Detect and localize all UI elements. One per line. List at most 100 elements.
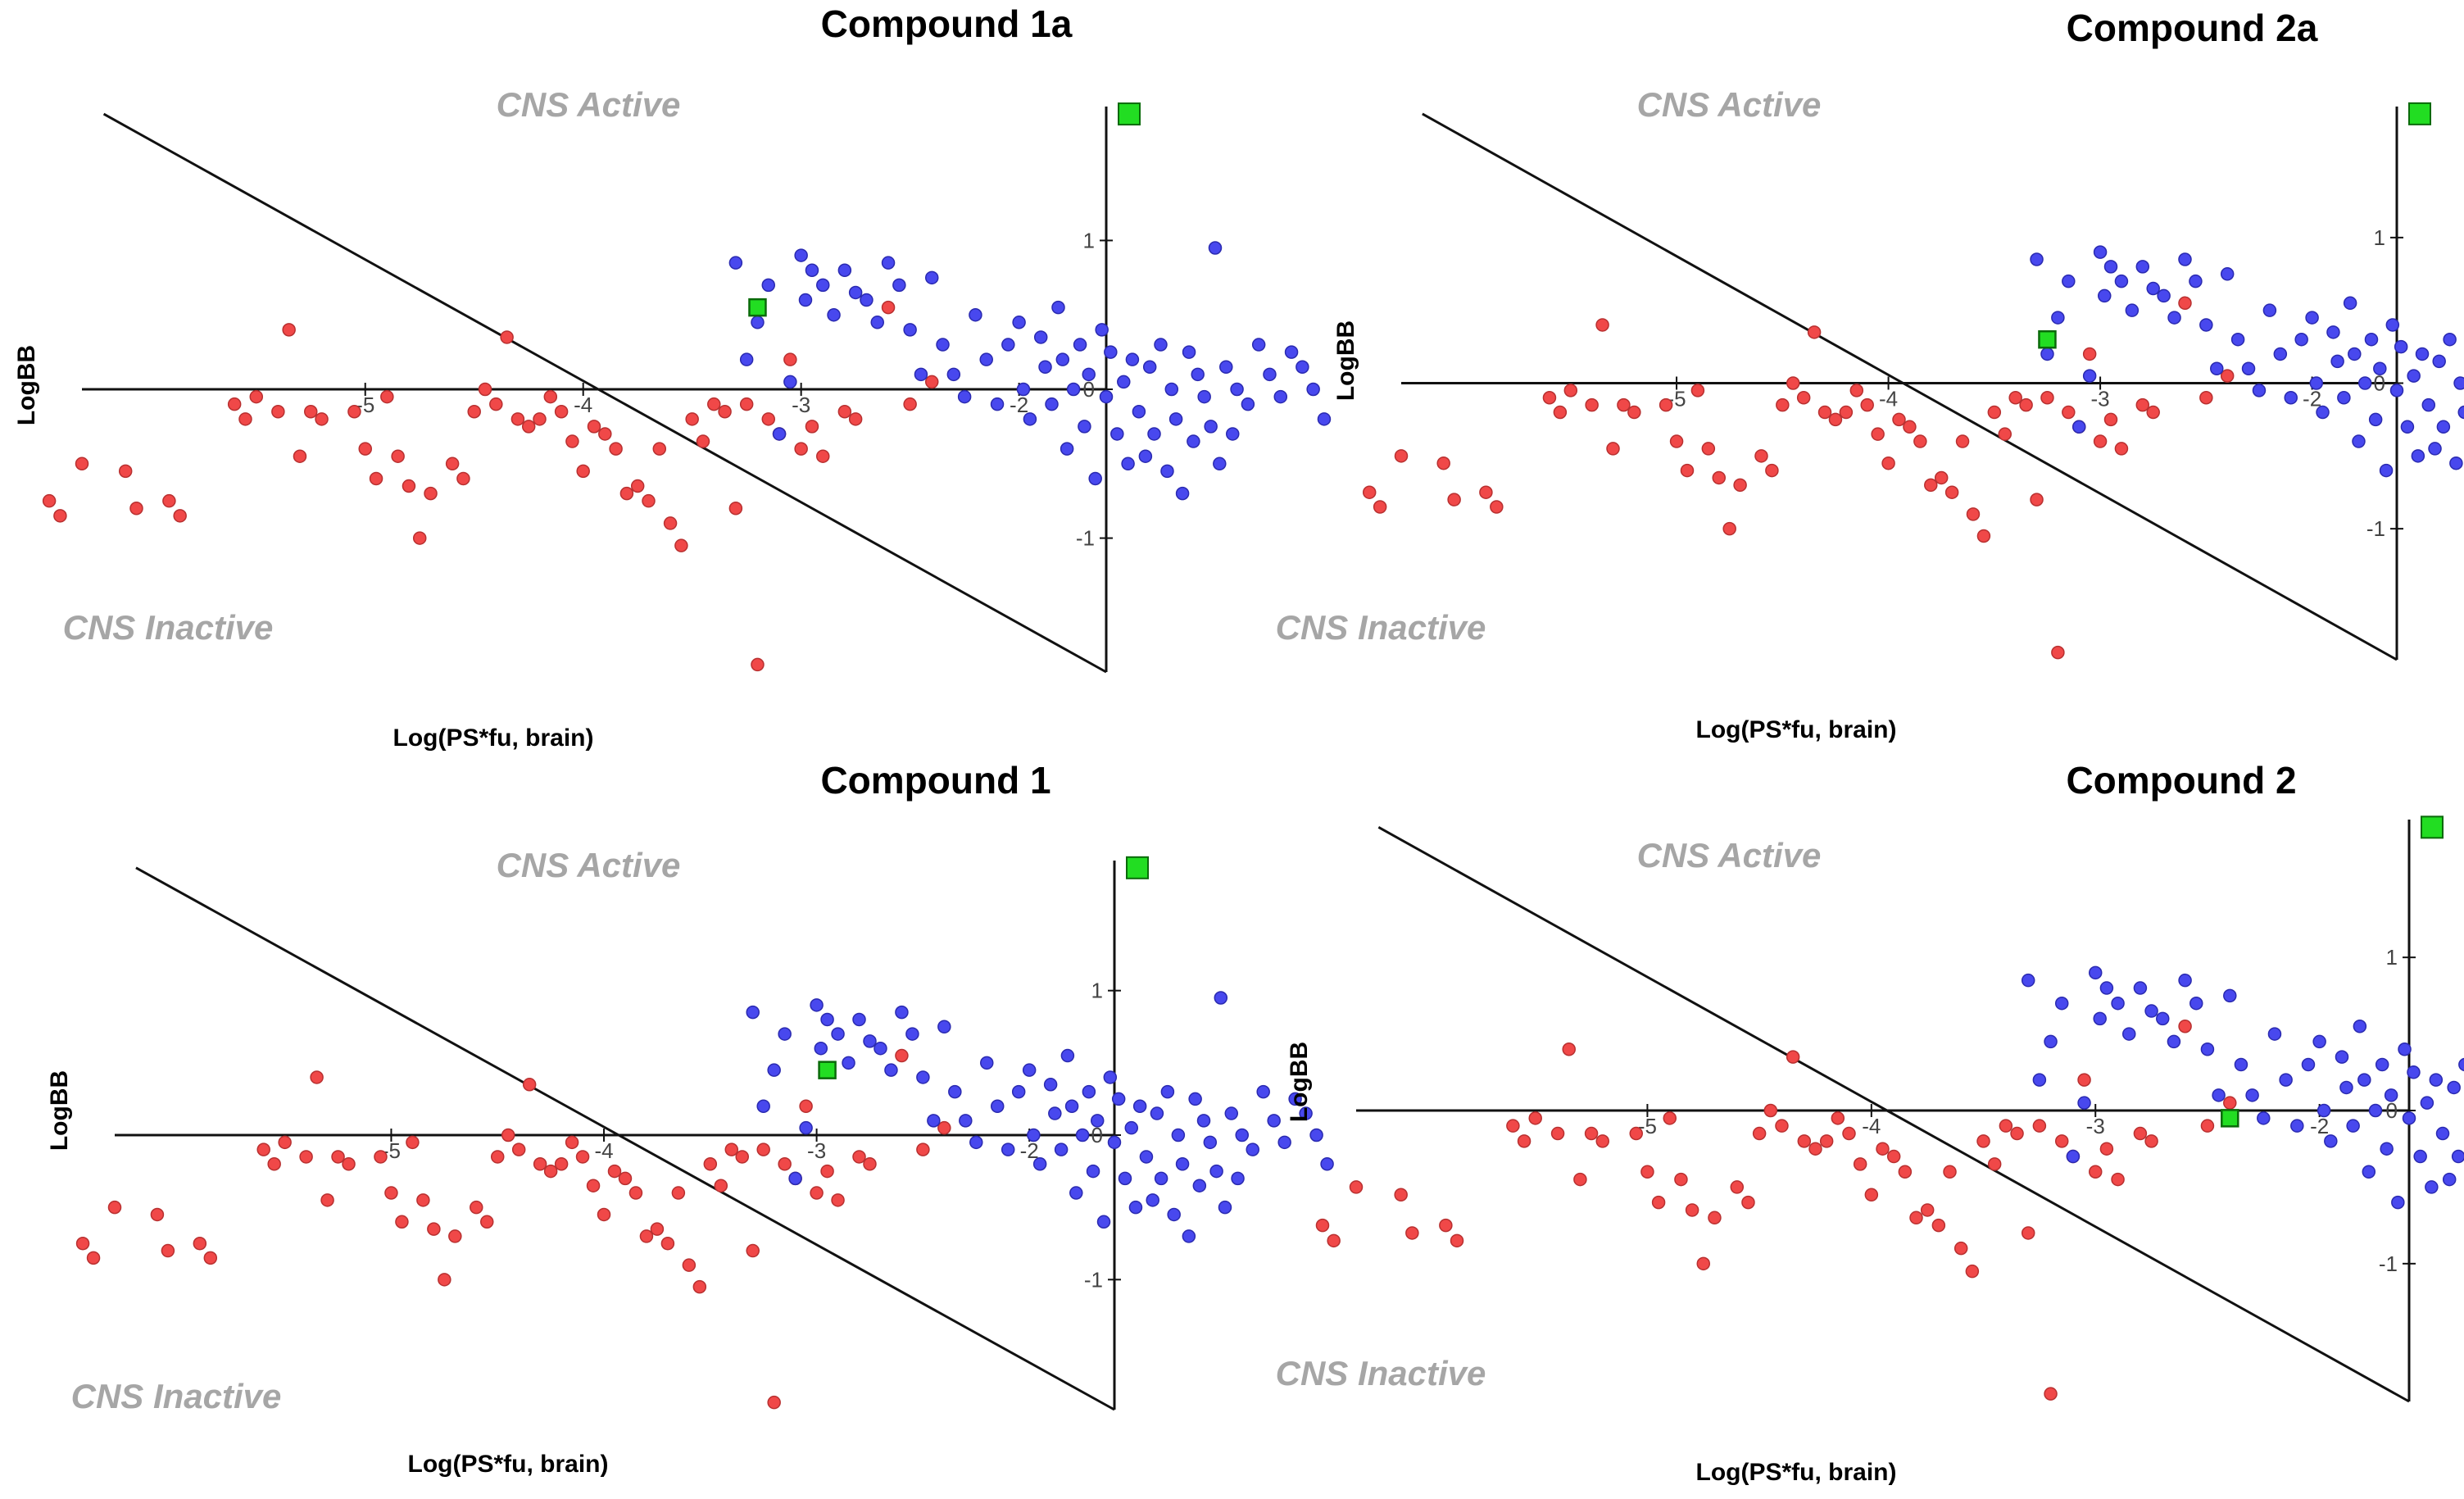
active-point [1175, 486, 1190, 501]
active-point [1110, 427, 1124, 441]
active-point [895, 1005, 909, 1020]
active-point [1196, 1114, 1211, 1128]
inactive-point [1627, 405, 1641, 420]
active-point [2088, 965, 2103, 980]
inactive-point [53, 509, 67, 523]
inactive-point [2135, 397, 2150, 412]
active-point [810, 998, 824, 1012]
inactive-point [1931, 1218, 1946, 1233]
active-point [1146, 1193, 1159, 1207]
active-point [2337, 391, 2351, 405]
inactive-point [380, 389, 394, 404]
active-point [1213, 457, 1227, 471]
inactive-point [238, 412, 252, 426]
inactive-point [1669, 434, 1684, 448]
inactive-point [703, 1157, 718, 1171]
inactive-point [1966, 507, 1981, 521]
inactive-point [1796, 391, 1811, 405]
inactive-point [1752, 1126, 1767, 1141]
inactive-point [1584, 1126, 1599, 1141]
inactive-point [480, 1215, 494, 1229]
active-point [2054, 996, 2069, 1011]
active-point [1277, 1135, 1291, 1150]
inactive-point [1786, 376, 1800, 390]
panel-compound-2: Compound 2 CNS Active CNS Inactive Log(P… [1276, 759, 2464, 1486]
active-point [783, 375, 797, 389]
x-tick-label: -2 [1010, 393, 1028, 417]
active-point [1267, 1114, 1281, 1128]
inactive-point [173, 509, 187, 523]
inactive-point [728, 502, 743, 516]
inactive-point [150, 1207, 165, 1222]
inactive-point [1617, 397, 1631, 412]
active-point [816, 278, 830, 293]
inactive-point [2030, 493, 2044, 506]
active-point [1060, 442, 1074, 456]
active-point [2384, 1088, 2398, 1102]
inactive-point [619, 486, 634, 501]
inactive-point [1763, 1103, 1778, 1118]
inactive-point [543, 1164, 558, 1179]
active-point [2279, 1073, 2293, 1087]
active-point [767, 1063, 781, 1077]
inactive-point [1722, 521, 1736, 536]
inactive-point [587, 420, 601, 434]
inactive-point [342, 1157, 356, 1171]
active-point [1011, 1084, 1026, 1099]
inactive-point [1685, 1203, 1699, 1217]
inactive-point [256, 1142, 270, 1156]
active-point [1299, 1106, 1313, 1120]
active-point [814, 1041, 828, 1056]
active-point [1095, 323, 1109, 337]
active-point [1160, 464, 1174, 479]
active-point [914, 367, 928, 382]
active-point [1273, 389, 1288, 404]
active-point [2398, 1042, 2412, 1056]
y-axis-title: LogBB [46, 1070, 73, 1151]
inactive-point [227, 397, 242, 411]
inactive-point [1394, 449, 1409, 463]
active-point [2167, 311, 2181, 325]
inactive-point [1394, 1188, 1408, 1202]
active-point [2273, 347, 2288, 361]
active-point [2375, 1057, 2389, 1072]
inactive-point [416, 1193, 430, 1207]
panel-title: Compound 2 [2066, 759, 2296, 802]
inactive-point [2199, 391, 2213, 405]
inactive-point [1550, 1126, 1565, 1141]
panel-title: Compound 1a [821, 2, 1073, 45]
y-axis-title: LogBB [1286, 1042, 1313, 1122]
active-point [1132, 1099, 1147, 1113]
inactive-point [1439, 1218, 1453, 1233]
inactive-point [1765, 463, 1779, 478]
inactive-point [1909, 1211, 1923, 1225]
active-point [1118, 1171, 1132, 1186]
inactive-point [448, 1229, 462, 1243]
inactive-point [1934, 470, 1949, 485]
active-point [1192, 1179, 1207, 1192]
inactive-point [427, 1222, 441, 1236]
active-point [1104, 345, 1118, 359]
inactive-point [118, 464, 133, 479]
active-point [1164, 382, 1179, 397]
active-point [1054, 1142, 1069, 1156]
inactive-point [1349, 1180, 1364, 1194]
inactive-point [714, 1179, 728, 1192]
active-point [2093, 1011, 2107, 1026]
inactive-point [1696, 1256, 1711, 1271]
inactive-point [2019, 397, 2033, 412]
inactive-point [735, 1150, 749, 1164]
compound-legend-marker [1126, 856, 1149, 879]
x-axis-title: Log(PS*fu, brain) [1696, 1459, 1897, 1486]
inactive-point [86, 1251, 101, 1265]
active-point [884, 1063, 898, 1077]
active-point [2457, 405, 2464, 420]
inactive-point [521, 420, 536, 434]
active-point [756, 1099, 770, 1113]
active-point [2212, 1088, 2226, 1102]
inactive-point [1436, 456, 1450, 470]
active-point [924, 270, 939, 285]
inactive-point [2220, 369, 2235, 383]
active-point [937, 1020, 951, 1034]
reference-points [75, 991, 1334, 1410]
